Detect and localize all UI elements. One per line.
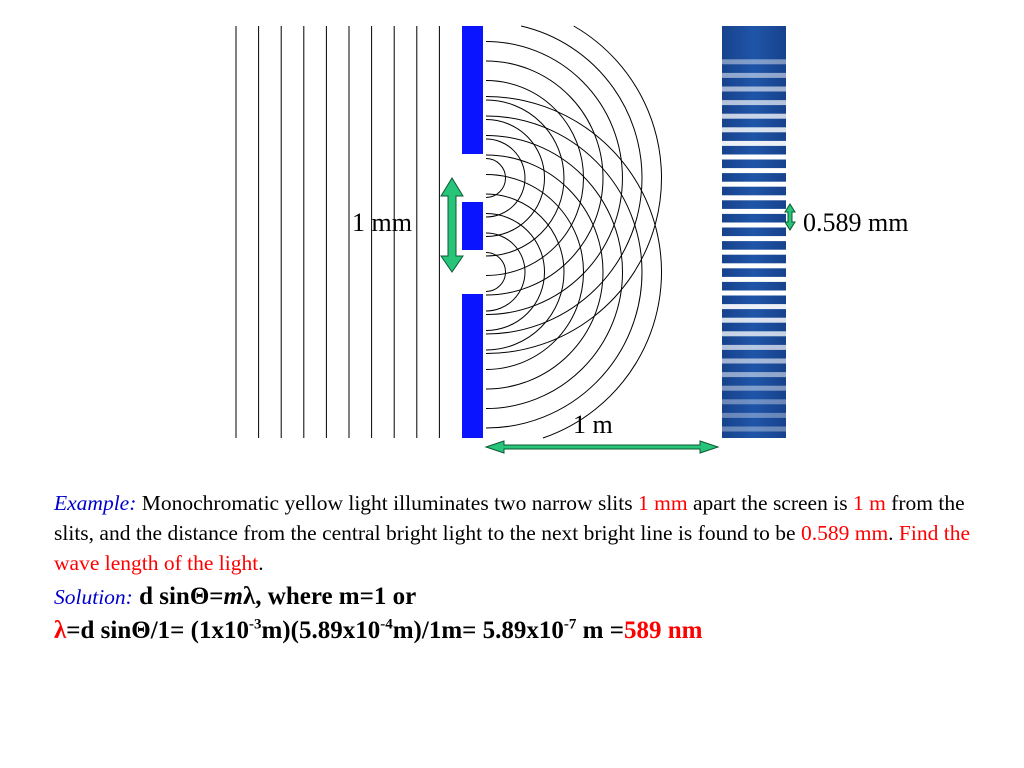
example-text-1: Monochromatic yellow light illuminates t…: [141, 491, 633, 515]
upper-slit-wavefront: [485, 80, 584, 276]
example-paragraph: Example: Monochromatic yellow light illu…: [54, 488, 974, 578]
bright-fringe: [722, 317, 786, 323]
circular-wavefronts: [485, 25, 662, 439]
bright-fringe: [722, 290, 786, 296]
bright-fringe: [722, 372, 786, 378]
bright-fringe: [722, 412, 786, 418]
bright-fringe: [722, 208, 786, 214]
upper-slit-wavefront: [485, 158, 506, 198]
bright-fringe: [722, 72, 786, 78]
lower-slit-wavefront: [485, 232, 526, 312]
bright-fringe: [722, 154, 786, 160]
bright-fringe: [722, 358, 786, 364]
bright-fringe: [722, 100, 786, 106]
bright-fringe: [722, 263, 786, 269]
solution-lambda: λ: [242, 583, 256, 610]
fringe-spacing-arrow: [784, 203, 796, 231]
bright-fringe: [722, 168, 786, 174]
exponent-2: -4: [380, 616, 393, 633]
lower-slit-wavefront: [485, 252, 506, 292]
bright-fringe: [722, 127, 786, 133]
slit-barrier: [462, 26, 483, 438]
exponent-3: -7: [563, 616, 577, 633]
lower-slit-wavefront: [485, 115, 643, 429]
bright-fringes: [722, 59, 786, 432]
slit-separation-label: 1 mm: [352, 208, 412, 237]
bright-fringe: [722, 399, 786, 405]
bright-fringe: [722, 113, 786, 119]
lambda-symbol: λ: [54, 617, 67, 644]
bright-fringe: [722, 426, 786, 432]
upper-slit-wavefront: [485, 60, 604, 296]
bright-fringe: [722, 86, 786, 92]
barrier-middle-segment: [462, 202, 483, 250]
fringe-spacing-label: 0.589 mm: [803, 208, 909, 237]
example-text-2: apart the screen is: [692, 491, 848, 515]
barrier-top-segment: [462, 26, 483, 154]
lower-slit-wavefront: [485, 96, 662, 439]
bright-fringe: [722, 59, 786, 65]
bright-fringe: [722, 181, 786, 187]
solution-m: m: [223, 583, 243, 610]
screen-distance-label: 1 m: [573, 410, 613, 439]
upper-slit-wavefront: [485, 25, 662, 354]
barrier-bottom-segment: [462, 294, 483, 438]
calc-part-a: =d sinΘ/1= (1x10: [66, 617, 249, 644]
example-text-5: .: [258, 551, 264, 575]
bright-fringe: [722, 236, 786, 242]
upper-slit-wavefront: [485, 41, 623, 315]
bright-fringe: [722, 344, 786, 350]
lower-slit-wavefront: [485, 174, 584, 370]
screen-distance-arrow: [484, 440, 720, 454]
solution-formula-b: , where m=1 or: [255, 583, 417, 610]
bright-fringe: [722, 222, 786, 228]
exponent-1: -3: [248, 616, 262, 633]
question-text: Find the wave length of the light: [54, 521, 970, 575]
screen-distance-value: 1 m: [852, 491, 886, 515]
slit-separation-arrow: [440, 177, 464, 273]
interference-screen: [722, 26, 786, 438]
upper-slit-wavefront: [485, 99, 565, 257]
bright-fringe: [722, 140, 786, 146]
answer-value: 589 nm: [623, 617, 703, 644]
bright-fringe: [722, 304, 786, 310]
bright-fringe: [722, 331, 786, 337]
lower-slit-wavefront: [485, 213, 545, 331]
example-label: Example:: [54, 491, 137, 515]
plane-wavefronts: [235, 26, 440, 438]
upper-slit-wavefront: [485, 138, 526, 218]
slit-separation-value: 1 mm: [638, 491, 688, 515]
upper-slit-wavefront: [485, 25, 643, 335]
lower-slit-wavefront: [485, 135, 623, 409]
solution-line-1: Solution: d sinΘ=mλ, where m=1 or: [54, 580, 974, 614]
calc-part-d: m =: [576, 617, 624, 644]
fringe-spacing-value: 0.589 mm: [800, 521, 889, 545]
example-text-3: from the slits, and the distance from th…: [54, 491, 965, 545]
bright-fringe: [722, 385, 786, 391]
bright-fringe: [722, 195, 786, 201]
solution-formula-a: d sinΘ=: [139, 583, 224, 610]
problem-text: Example: Monochromatic yellow light illu…: [54, 488, 974, 648]
bright-fringe: [722, 276, 786, 282]
solution-line-2: λ=d sinΘ/1= (1x10-3m)(5.89x10-4m)/1m= 5.…: [54, 614, 974, 648]
example-text-4: .: [888, 521, 894, 545]
lower-slit-wavefront: [485, 154, 604, 390]
double-slit-diagram: [235, 25, 796, 454]
solution-label: Solution:: [54, 585, 133, 609]
calc-part-b: m)(5.89x10: [261, 617, 381, 644]
calc-part-c: m)/1m= 5.89x10: [392, 617, 564, 644]
upper-slit-wavefront: [485, 119, 545, 237]
lower-slit-wavefront: [485, 193, 565, 351]
bright-fringe: [722, 249, 786, 255]
